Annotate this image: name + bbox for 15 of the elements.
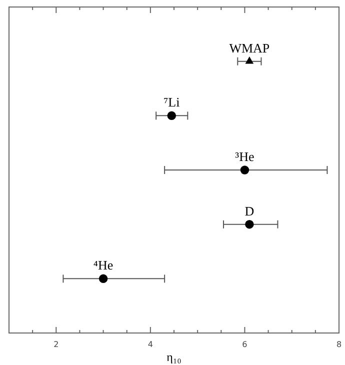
x-axis-title: η₁₀: [166, 350, 182, 364]
point: [167, 111, 176, 120]
x-tick-label: 2: [54, 340, 59, 349]
point: [245, 220, 254, 229]
point: [245, 56, 254, 64]
x-tick-label: 6: [242, 340, 248, 349]
x-tick-label: 8: [336, 340, 342, 349]
y-tick-label: D: [244, 203, 254, 218]
x-tick-label: 4: [148, 340, 153, 349]
point: [240, 166, 250, 174]
y-tick-label: WMAP: [229, 40, 270, 56]
y-tick-label: ⁷Li: [164, 94, 180, 110]
y-tick-label: ³He: [235, 149, 254, 164]
y-tick-label: ⁴He: [93, 258, 114, 273]
point: [98, 274, 108, 284]
